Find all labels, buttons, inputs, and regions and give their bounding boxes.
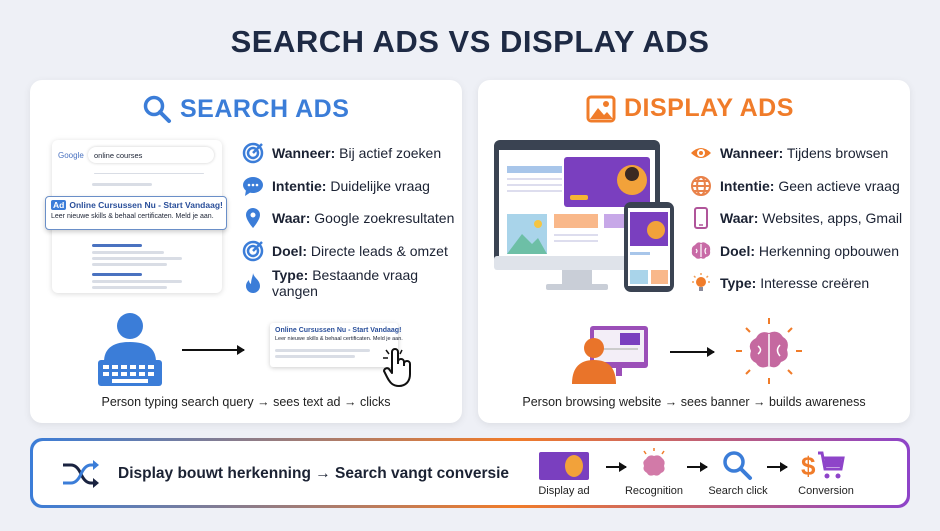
step-arrow [606, 462, 627, 472]
search-ads-heading: SEARCH ADS [180, 94, 350, 123]
search-query-input: online courses [88, 147, 214, 163]
display-ads-heading: DISPLAY ADS [624, 94, 794, 122]
feature-type: Type: Bestaande vraag vangen [242, 267, 462, 299]
lightbulb-icon [692, 273, 710, 291]
search-text-ad: Ad Online Cursussen Nu - Start Vandaag! L… [45, 196, 227, 230]
feature-intentie: Intentie: Geen actieve vraag [690, 174, 902, 198]
search-icon [143, 95, 171, 123]
feature-label: Waar: [272, 210, 311, 226]
display-ads-header: DISPLAY ADS [586, 94, 794, 123]
feature-label: Type: [272, 267, 309, 283]
target-icon [242, 240, 264, 261]
step-label: Recognition [624, 485, 684, 497]
feature-wanneer: Wanneer: Tijdens browsen [690, 141, 902, 165]
search-icon [723, 451, 752, 480]
feature-intentie: Intentie: Duidelijke vraag [242, 174, 462, 198]
location-pin-icon [246, 208, 260, 228]
feature-label: Doel: [720, 242, 755, 259]
feature-value: Duidelijke vraag [330, 177, 430, 194]
dollar-cart-icon: $ [801, 451, 845, 481]
hand-pointer-click-icon [383, 348, 411, 387]
globe-icon [691, 175, 711, 196]
ad-description: Leer nieuwe skills & behaal certificaten… [51, 213, 214, 220]
feature-value: Tijdens browsen [786, 145, 889, 161]
google-logo: Google [58, 151, 84, 160]
search-flow-caption: Person typing search query → sees text a… [101, 395, 391, 409]
feature-label: Intentie: [272, 177, 327, 194]
feature-type: Type: Interesse creëren [690, 271, 902, 295]
flow-ad-title: Online Cursussen Nu - Start Vandaag! [275, 327, 402, 334]
brain-icon [691, 241, 711, 259]
feature-wanneer: Wanneer: Bij actief zoeken [242, 141, 462, 165]
monitor-and-phone-mock [494, 140, 674, 292]
flow-text-ad: Online Cursussen Nu - Start Vandaag! Lee… [270, 323, 403, 367]
feature-value: Interesse creëren [760, 275, 870, 291]
feature-value: Directe leads & omzet [310, 242, 448, 259]
feature-label: Wanneer: [720, 145, 784, 161]
step-label: Display ad [538, 485, 590, 497]
feature-doel: Doel: Herkenning opbouwen [690, 239, 902, 263]
ad-badge: Ad [51, 200, 67, 210]
target-icon [242, 142, 264, 164]
flame-icon [246, 273, 260, 293]
page-title: SEARCH ADS VS DISPLAY ADS [230, 24, 710, 59]
search-features-list: Wanneer: Bij actief zoeken Intentie: Dui… [242, 141, 462, 299]
feature-label: Type: [720, 275, 757, 291]
step-arrow [767, 462, 788, 472]
step-label: Conversion [798, 485, 854, 497]
feature-value: Geen actieve vraag [778, 177, 900, 194]
search-ads-card: SEARCH ADS Google online courses Ad Onlin… [30, 80, 462, 423]
flow-arrow [670, 347, 715, 357]
feature-value: Herkenning opbouwen [758, 242, 899, 259]
person-typing-icon [98, 313, 162, 386]
feature-waar: Waar: Websites, apps, Gmail [690, 206, 902, 230]
step-label: Search click [708, 485, 768, 497]
step-arrow [687, 462, 708, 472]
summary-banner: Display bouwt herkenning → Search vangt … [30, 438, 910, 508]
eye-icon [691, 148, 711, 158]
display-ads-card: DISPLAY ADS Wanneer: Tijdens browsen Int… [478, 80, 910, 423]
image-icon [586, 95, 616, 122]
brain-awareness-icon [736, 318, 802, 384]
phone-icon [694, 207, 708, 229]
display-features-list: Wanneer: Tijdens browsen Intentie: Geen … [690, 141, 902, 295]
feature-value: Bestaande vraag vangen [272, 267, 419, 299]
feature-value: Websites, apps, Gmail [762, 210, 903, 226]
flow-arrow [182, 345, 245, 355]
flow-ad-description: Leer nieuwe skills & behaal certificaten… [275, 336, 403, 342]
feature-value: Google zoekresultaten [314, 210, 455, 226]
search-query-text: online courses [94, 151, 143, 160]
feature-label: Wanneer: [272, 145, 336, 161]
search-ads-header: SEARCH ADS [142, 94, 349, 124]
feature-label: Doel: [272, 242, 307, 259]
feature-label: Intentie: [720, 177, 775, 194]
brain-icon [643, 448, 665, 476]
ad-title: Online Cursussen Nu - Start Vandaag! [69, 200, 223, 210]
feature-waar: Waar: Google zoekresultaten [242, 206, 462, 230]
banner-text: Display bouwt herkenning → Search vangt … [118, 465, 510, 482]
feature-value: Bij actief zoeken [339, 145, 442, 161]
display-flow-caption: Person browsing website → sees banner → … [522, 395, 866, 409]
feature-doel: Doel: Directe leads & omzet [242, 239, 462, 263]
svg-text:$: $ [801, 451, 816, 481]
display-ad-icon [539, 452, 589, 480]
shuffle-icon [63, 460, 99, 488]
feature-label: Waar: [720, 210, 759, 226]
chat-icon [243, 176, 263, 196]
person-browsing-icon [572, 326, 648, 384]
